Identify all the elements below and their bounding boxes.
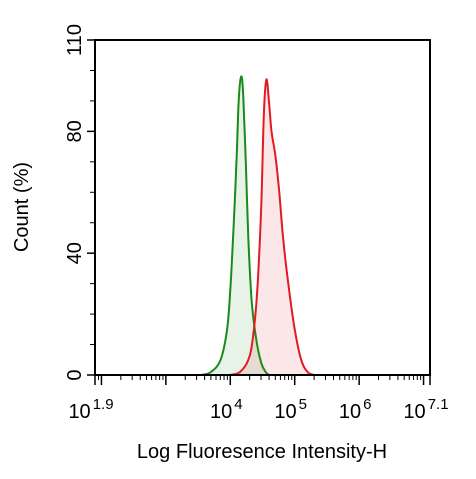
series-lines xyxy=(201,75,315,376)
series-1-area xyxy=(201,76,269,375)
series-2-line xyxy=(230,78,315,376)
y-tick-labels: 0 40 80 110 xyxy=(64,24,86,381)
y-tick-label: 0 xyxy=(64,369,86,380)
y-tick-label: 110 xyxy=(64,24,86,56)
series-2-area xyxy=(230,79,314,375)
x-axis-label: Log Fluoresence Intensity-H xyxy=(137,441,387,463)
y-axis-label: Count (%) xyxy=(11,162,33,252)
y-tick-label: 40 xyxy=(64,242,86,264)
y-tick-label: 80 xyxy=(64,120,86,142)
x-minor-ticks xyxy=(97,375,425,385)
plot-frame xyxy=(94,39,431,376)
x-tick-label: 10 7.1 xyxy=(403,396,448,423)
x-tick-label: 10 6 xyxy=(339,396,372,423)
x-tick-label: 10 5 xyxy=(274,396,307,423)
x-tick-labels: 10 1.9 10 4 10 5 10 6 10 7.1 xyxy=(68,396,448,423)
series-fills xyxy=(201,76,314,375)
x-tick-label: 10 4 xyxy=(210,396,243,423)
x-tick-label: 10 1.9 xyxy=(68,396,113,423)
series-1-line xyxy=(201,75,270,376)
